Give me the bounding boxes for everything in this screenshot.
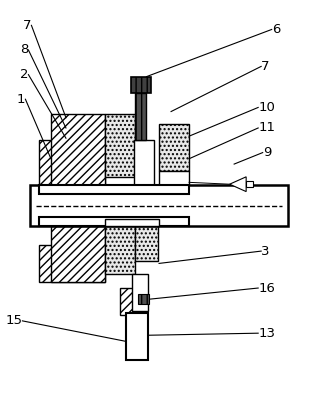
Text: 7: 7 xyxy=(23,19,32,32)
Bar xyxy=(135,226,158,261)
Bar xyxy=(159,171,189,186)
Bar xyxy=(105,226,135,274)
Bar xyxy=(132,274,148,311)
Bar xyxy=(105,114,135,177)
Text: 1: 1 xyxy=(17,93,25,106)
Bar xyxy=(39,218,189,226)
Bar xyxy=(39,185,189,193)
Text: 8: 8 xyxy=(20,44,28,57)
Bar xyxy=(138,294,149,305)
Bar xyxy=(30,186,288,226)
Bar xyxy=(51,226,105,282)
Text: 9: 9 xyxy=(263,146,271,159)
Text: 13: 13 xyxy=(258,327,275,340)
Bar xyxy=(135,93,146,140)
Polygon shape xyxy=(230,177,246,192)
Text: 11: 11 xyxy=(258,121,275,134)
Bar xyxy=(39,140,105,186)
Bar xyxy=(120,288,139,315)
Bar xyxy=(130,77,151,93)
Bar xyxy=(126,313,148,360)
Text: 3: 3 xyxy=(261,245,270,258)
Bar xyxy=(39,245,105,282)
Bar xyxy=(105,219,159,226)
Bar xyxy=(246,181,253,188)
Text: 15: 15 xyxy=(5,314,22,327)
Bar xyxy=(159,124,189,171)
Text: 7: 7 xyxy=(261,60,270,73)
Text: 2: 2 xyxy=(20,68,28,81)
Text: 16: 16 xyxy=(258,282,275,295)
Bar xyxy=(51,114,105,186)
Text: 6: 6 xyxy=(272,23,280,36)
Text: 10: 10 xyxy=(258,101,275,114)
Bar xyxy=(134,140,154,186)
